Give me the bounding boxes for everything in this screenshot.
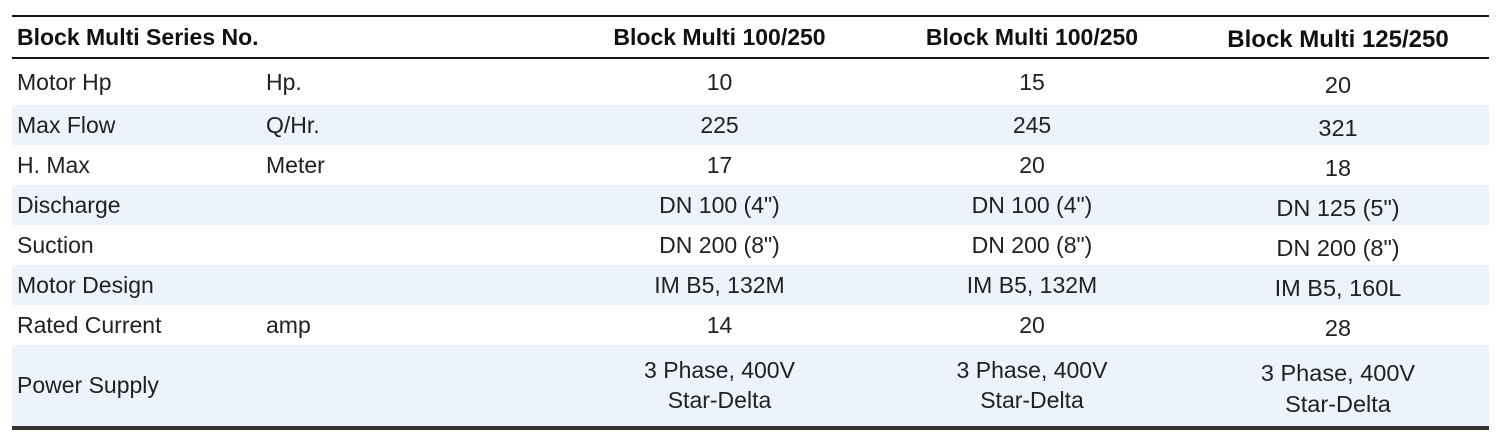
series-no-header: Block Multi Series No. (12, 16, 562, 59)
unit-cell: amp (266, 311, 311, 338)
value-cell: 225 (700, 111, 739, 138)
param-cell: Discharge (17, 191, 121, 218)
value-cell: 28 (1324, 314, 1352, 341)
table-header-row: Block Multi Series No. Block Multi 100/2… (12, 16, 1489, 59)
unit-cell: Hp. (266, 68, 302, 95)
value-cell: 3 Phase, 400V Star-Delta (956, 357, 1108, 413)
value-cell: 245 (1012, 111, 1052, 138)
value-cell: 20 (1019, 311, 1045, 338)
value-cell: 321 (1318, 114, 1358, 141)
value-cell: 15 (1019, 68, 1045, 95)
value-cell: 20 (1019, 151, 1045, 178)
param-cell: Suction (17, 231, 94, 258)
unit-cell (262, 185, 562, 225)
value-cell: DN 100 (4") (659, 191, 780, 218)
unit-cell (262, 345, 562, 428)
value-cell: DN 125 (5") (1276, 194, 1400, 221)
spec-row-h-max: H. Max Meter 17 20 18 (12, 145, 1489, 185)
model-header-3: Block Multi 125/250 (1187, 16, 1489, 59)
value-cell: 10 (706, 68, 733, 95)
spec-row-motor-hp: Motor Hp Hp. 10 15 20 (12, 58, 1489, 105)
block-multi-spec-table: Block Multi Series No. Block Multi 100/2… (12, 15, 1489, 430)
param-cell: Motor Hp (17, 68, 112, 95)
param-cell: Rated Current (17, 311, 162, 338)
value-cell: IM B5, 132M (966, 271, 1098, 298)
spec-row-power-supply: Power Supply 3 Phase, 400V Star-Delta 3 … (12, 345, 1489, 428)
unit-cell: Meter (266, 151, 325, 178)
value-cell: 3 Phase, 400V Star-Delta (644, 357, 795, 413)
value-cell: 20 (1324, 71, 1352, 98)
model-header-2: Block Multi 100/250 (877, 16, 1187, 59)
spec-row-discharge: Discharge DN 100 (4") DN 100 (4") DN 125… (12, 185, 1489, 225)
spec-sheet: Block Multi Series No. Block Multi 100/2… (12, 15, 1489, 430)
spec-row-max-flow: Max Flow Q/Hr. 225 245 321 (12, 105, 1489, 145)
value-cell: DN 200 (8") (659, 231, 780, 258)
value-cell: IM B5, 160L (1274, 274, 1402, 301)
value-cell: IM B5, 132M (654, 271, 785, 298)
unit-cell (262, 225, 562, 265)
value-cell: DN 200 (8") (971, 231, 1093, 258)
value-cell: 18 (1324, 154, 1352, 181)
unit-cell: Q/Hr. (266, 111, 320, 138)
param-cell: Max Flow (17, 111, 116, 138)
param-cell: H. Max (17, 151, 90, 178)
value-cell: 17 (706, 151, 733, 178)
value-cell: 3 Phase, 400V Star-Delta (1260, 360, 1416, 417)
spec-row-motor-design: Motor Design IM B5, 132M IM B5, 132M IM … (12, 265, 1489, 305)
unit-cell (262, 265, 562, 305)
spec-row-suction: Suction DN 200 (8") DN 200 (8") DN 200 (… (12, 225, 1489, 265)
value-cell: DN 200 (8") (1276, 234, 1400, 261)
spec-row-rated-current: Rated Current amp 14 20 28 (12, 305, 1489, 345)
model-header-1: Block Multi 100/250 (562, 16, 877, 59)
value-cell: DN 100 (4") (971, 191, 1093, 218)
param-cell: Motor Design (17, 271, 154, 298)
value-cell: 14 (706, 311, 733, 338)
param-cell: Power Supply (17, 372, 159, 398)
